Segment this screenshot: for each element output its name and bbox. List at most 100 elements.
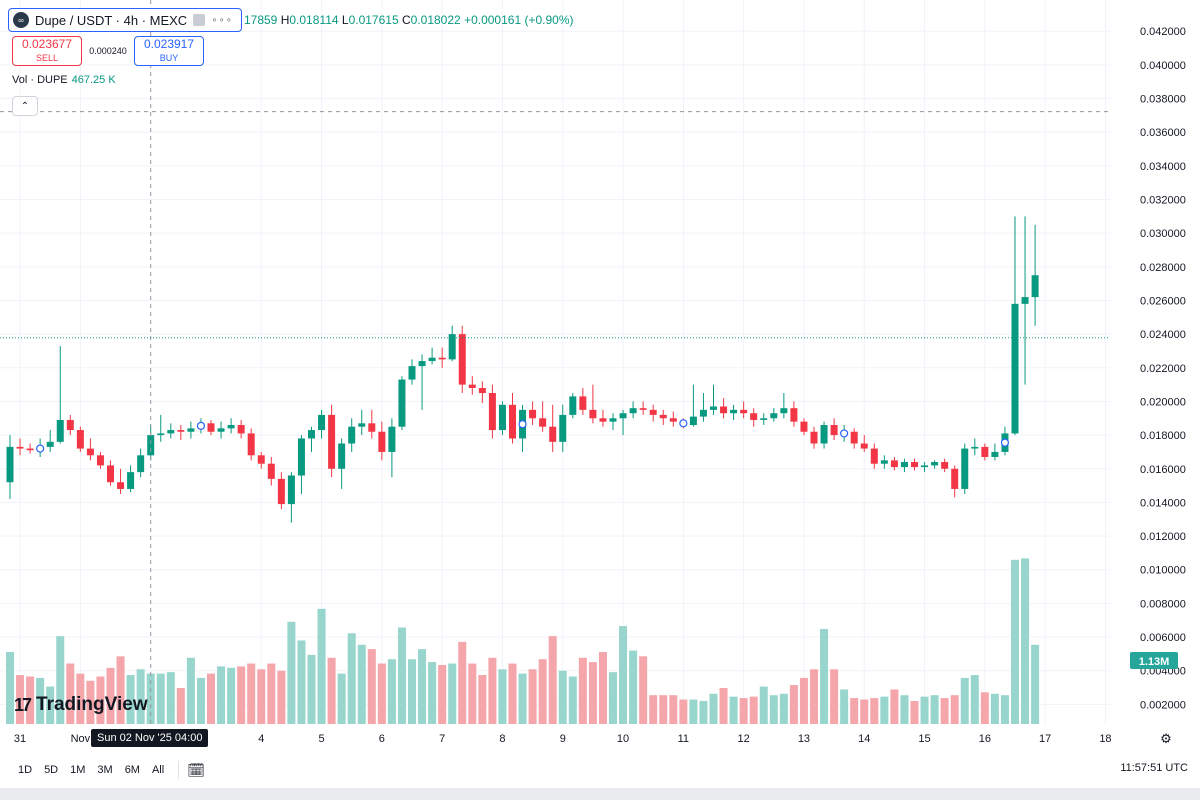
range-button-3m[interactable]: 3M: [97, 764, 113, 776]
collapse-legend-button[interactable]: ⌃: [12, 96, 38, 116]
volume-bar: [860, 699, 869, 724]
candle-body: [398, 379, 406, 427]
candle-body: [579, 396, 587, 410]
candle-body: [689, 416, 697, 426]
more-options-icon[interactable]: ∘∘∘: [211, 14, 233, 26]
candle-body: [931, 462, 939, 466]
candle-body: [559, 414, 567, 442]
volume-bar: [448, 663, 457, 724]
volume-bar: [769, 695, 778, 724]
volume-bar: [458, 641, 467, 724]
candle-body: [147, 435, 155, 456]
candle-body: [780, 408, 788, 414]
buy-button[interactable]: 0.023917 BUY: [134, 36, 204, 66]
volume-bar: [649, 695, 658, 724]
low-value: 0.017615: [348, 13, 399, 27]
symbol-title[interactable]: Dupe / USDT · 4h · MEXC: [35, 12, 188, 28]
event-marker[interactable]: [518, 420, 527, 429]
price-tick-label: 0.042000: [1140, 26, 1186, 38]
candle-body: [961, 448, 969, 489]
volume-bar: [76, 673, 85, 724]
volume-legend: Vol · DUPE 467.25 K: [12, 74, 116, 86]
candle-body: [669, 418, 677, 422]
volume-bar: [277, 670, 286, 724]
volume-bar: [578, 657, 587, 724]
candle-body: [790, 408, 798, 422]
candle-body: [388, 426, 396, 452]
volume-bar: [759, 686, 768, 724]
candle-body: [318, 414, 326, 431]
utc-clock[interactable]: 11:57:51 UTC: [1120, 762, 1188, 774]
open-value: 17859: [243, 13, 278, 27]
volume-bar: [347, 633, 356, 724]
range-button-all[interactable]: All: [151, 764, 165, 776]
volume-bar: [337, 673, 346, 724]
time-axis[interactable]: 31 Nov 4 5 6 7 8 9 10 11 12 13 14 15 16 17 18 ⚙: [14, 732, 1172, 747]
candle-body: [569, 396, 577, 415]
symbol-legend: ∞ Dupe / USDT · 4h · MEXC ∘∘∘ 17859 H0.0…: [8, 8, 573, 32]
volume-bar: [910, 700, 919, 724]
volume-bar: [930, 695, 939, 724]
candle-body: [750, 413, 758, 420]
event-marker[interactable]: [840, 429, 849, 438]
range-button-1d[interactable]: 1D: [18, 764, 33, 776]
candle-body: [217, 428, 225, 432]
candle-body: [609, 418, 617, 422]
price-tick-label: 0.012000: [1140, 531, 1186, 543]
volume-bar: [186, 657, 195, 724]
price-tick-label: 0.006000: [1140, 632, 1186, 644]
volume-bar: [307, 654, 316, 724]
spread-value: 0.000240: [89, 46, 127, 56]
candle-body: [529, 409, 537, 419]
volume-bar: [1000, 695, 1009, 724]
price-tick-label: 0.008000: [1140, 598, 1186, 610]
volume-bar: [970, 675, 979, 724]
candle-body: [951, 468, 959, 489]
range-button-1m[interactable]: 1M: [70, 764, 86, 776]
volume-bar: [1021, 558, 1030, 724]
chart-grid: [0, 0, 1110, 724]
candle-body: [468, 384, 476, 388]
volume-bar: [990, 693, 999, 724]
candle-body: [941, 462, 949, 469]
candle-body: [760, 418, 768, 420]
candle-body: [921, 465, 929, 468]
candle-body: [338, 443, 346, 469]
candle-body: [870, 448, 878, 464]
volume-bar: [56, 636, 65, 724]
time-tick-label: Nov: [71, 733, 91, 745]
calendar-icon[interactable]: 🗓: [187, 761, 205, 778]
time-tick-label: 8: [499, 733, 505, 745]
time-tick-label: 4: [258, 733, 264, 745]
candle-body: [720, 406, 728, 414]
window-bottom-edge: [0, 788, 1200, 800]
settings-icon[interactable]: ⚙: [1160, 732, 1172, 747]
event-marker[interactable]: [679, 419, 688, 428]
sell-button[interactable]: 0.023677 SELL: [12, 36, 82, 66]
range-button-5d[interactable]: 5D: [44, 764, 59, 776]
price-axis[interactable]: 0.0020000.0040000.0060000.0080000.010000…: [1110, 0, 1200, 756]
event-marker[interactable]: [196, 421, 206, 430]
volume-bar: [428, 662, 437, 724]
event-marker[interactable]: [1000, 438, 1010, 447]
candle-body: [227, 425, 235, 429]
time-tick-label: 6: [379, 733, 385, 745]
volume-bar: [890, 689, 899, 724]
symbol-flag-icon: [193, 14, 206, 26]
candle-body: [639, 408, 647, 410]
price-chart[interactable]: +0.037220 0.02378202:08 0.0020000.004000…: [0, 0, 1200, 756]
tradingview-mark-icon: 17: [14, 694, 32, 715]
candle-body: [810, 431, 818, 444]
volume-bar: [1011, 559, 1019, 724]
candle-body: [157, 433, 165, 436]
candle-body: [247, 433, 255, 456]
volume-bar: [729, 696, 738, 724]
event-marker[interactable]: [36, 444, 45, 453]
volume-bar: [478, 675, 487, 724]
volume-bar: [679, 699, 688, 724]
candle-body: [6, 446, 14, 483]
volume-bar: [418, 649, 427, 724]
volume-bar: [6, 652, 14, 724]
range-button-6m[interactable]: 6M: [124, 764, 140, 776]
symbol-selector[interactable]: ∞ Dupe / USDT · 4h · MEXC ∘∘∘: [8, 8, 242, 32]
